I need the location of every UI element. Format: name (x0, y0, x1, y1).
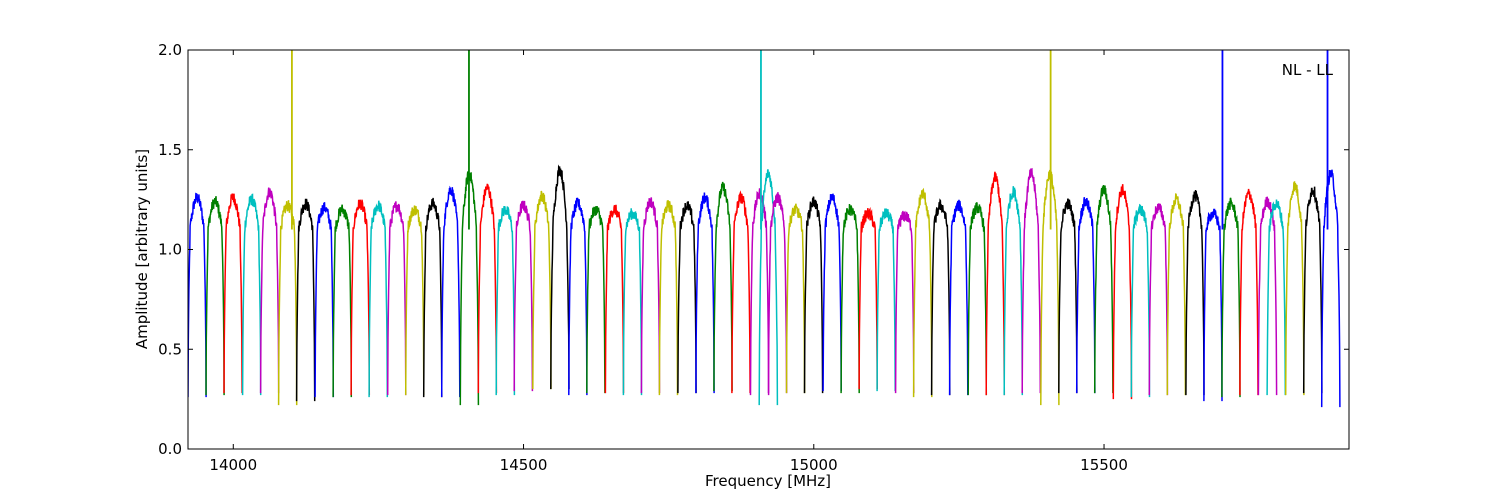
series-line (948, 199, 969, 396)
series-line (695, 192, 715, 394)
series-line (912, 187, 933, 398)
series-line (1320, 169, 1341, 408)
series-line (1075, 197, 1096, 394)
series-line (188, 192, 207, 398)
series-line (749, 188, 770, 396)
series-line (1257, 196, 1278, 396)
series-line (404, 205, 425, 396)
series-line (731, 190, 751, 394)
y-tick-label: 0.0 (158, 440, 182, 458)
series-line (822, 193, 842, 392)
series-line (350, 199, 371, 396)
series-line (658, 200, 679, 396)
y-tick-label: 1.5 (158, 141, 182, 159)
series-line (513, 200, 534, 392)
series-line (1239, 188, 1259, 396)
series-line (241, 193, 262, 396)
series-line (803, 196, 824, 394)
series-line (1203, 208, 1223, 402)
series-line (1112, 184, 1133, 400)
series-line (295, 198, 316, 402)
series-line (368, 200, 389, 398)
series-line (1284, 181, 1305, 396)
y-tick-label: 1.0 (158, 241, 182, 259)
x-tick-label: 14000 (209, 456, 257, 474)
series-line (876, 208, 896, 392)
series-line (930, 198, 951, 396)
annotation-label: NL - LL (1282, 61, 1334, 79)
series-line (1185, 189, 1205, 396)
series-line (1093, 185, 1114, 394)
x-tick-label: 14500 (500, 456, 548, 474)
series-line (1058, 198, 1078, 394)
y-axis-label: Amplitude [arbitrary units] (133, 149, 151, 349)
plot-area: 14000 14500 15000 15500 0.0 0.5 1.0 1.5 2.0 NL … (158, 41, 1350, 474)
series-line (205, 196, 225, 396)
series-line (1148, 203, 1169, 396)
series-line (314, 202, 335, 398)
x-tick-label: 15500 (1080, 456, 1128, 474)
series-line (440, 185, 461, 398)
series-line (332, 204, 353, 398)
series-line (1221, 197, 1241, 398)
series-line (604, 204, 625, 394)
series-line (985, 171, 1006, 396)
series-line (677, 201, 697, 394)
series-line (532, 190, 552, 390)
y-axis-ticks: 0.0 0.5 1.0 1.5 2.0 (158, 41, 1349, 458)
series-line (840, 203, 860, 394)
series-line (586, 205, 606, 394)
series-line (277, 200, 298, 406)
series-line (858, 207, 878, 390)
series-line (1266, 199, 1287, 396)
series-line (894, 210, 915, 394)
series-line (1021, 167, 1042, 394)
series-line (550, 164, 570, 390)
y-tick-label: 0.5 (158, 340, 182, 358)
series-line (386, 201, 407, 396)
series-line (713, 181, 733, 392)
series-line (767, 192, 788, 394)
x-tick-label: 15000 (790, 456, 838, 474)
series-line (622, 208, 643, 396)
y-tick-label: 2.0 (158, 41, 182, 59)
series-line (1130, 203, 1151, 398)
series-layer (188, 50, 1341, 408)
series-line (1166, 193, 1187, 396)
series-line (1302, 186, 1323, 394)
series-line (785, 203, 806, 394)
x-axis-ticks: 14000 14500 15000 15500 (209, 50, 1128, 474)
series-line (568, 197, 588, 396)
series-line (495, 205, 516, 396)
series-line (758, 169, 779, 406)
series-line (422, 197, 443, 398)
x-axis-label: Frequency [MHz] (705, 472, 831, 490)
series-line (640, 197, 661, 394)
series-line (1003, 186, 1024, 396)
series-line (259, 187, 280, 394)
series-line (223, 193, 243, 394)
series-line (967, 202, 988, 396)
series-line (477, 183, 498, 394)
